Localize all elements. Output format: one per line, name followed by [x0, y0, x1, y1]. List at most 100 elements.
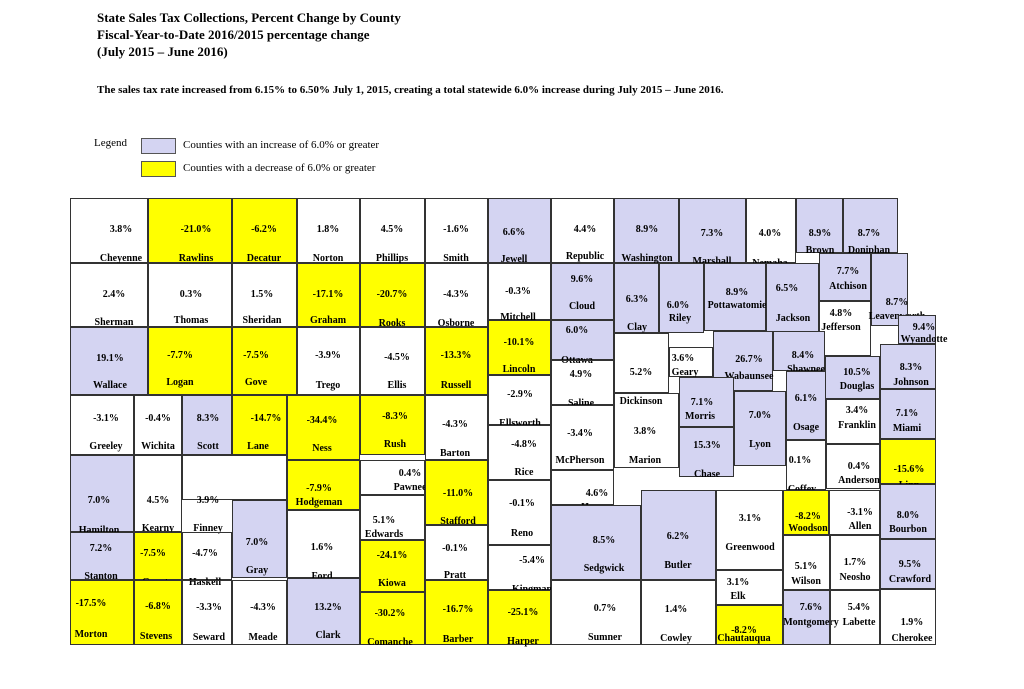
county-wallace — [70, 327, 148, 395]
county-pct-logan: -7.7% — [167, 350, 193, 361]
county-pct-labette: 5.4% — [847, 602, 871, 613]
county-pct-atchison: 7.7% — [836, 266, 860, 277]
county-name-greenwood: Greenwood — [725, 542, 775, 553]
county-pottawatomie — [704, 263, 766, 331]
county-name-thomas: Thomas — [173, 315, 209, 326]
county-pct-barton: -4.3% — [442, 419, 468, 430]
county-name-trego: Trego — [315, 380, 341, 391]
county-name-jewell: Jewell — [500, 254, 528, 265]
county-name-chase: Chase — [693, 469, 721, 480]
county-linn — [880, 439, 936, 484]
county-pct-decatur: -6.2% — [251, 224, 277, 235]
county-pct-elk: 3.1% — [726, 577, 750, 588]
county-pct-cherokee: 1.9% — [900, 617, 924, 628]
county-coffey — [786, 440, 826, 490]
county-phillips — [360, 198, 425, 263]
county-name-gove: Gove — [244, 377, 268, 388]
county-harper — [488, 590, 551, 645]
county-pct-russell: -13.3% — [440, 350, 472, 361]
county-pct-osborne: -4.3% — [443, 289, 469, 300]
county-name-morris: Morris — [685, 411, 715, 422]
county-name-johnson: Johnson — [893, 377, 929, 388]
county-pct-allen: -3.1% — [847, 507, 873, 518]
county-pct-riley: 6.0% — [666, 300, 690, 311]
county-wichita — [134, 395, 182, 455]
county-allen — [829, 490, 880, 535]
county-name-stafford: Stafford — [440, 516, 476, 527]
county-ellsworth — [488, 375, 551, 425]
county-mitchell — [488, 263, 551, 320]
county-name-elk: Elk — [730, 591, 746, 602]
county-nemaha — [746, 198, 796, 263]
county-name-wallace: Wallace — [93, 380, 127, 391]
county-pct-jewell: 6.6% — [502, 227, 526, 238]
county-pct-pratt: -0.1% — [442, 543, 468, 554]
county-name-republic: Republic — [565, 251, 605, 262]
county-pct-kiowa: -24.1% — [376, 550, 408, 561]
county-name-pawnee: Pawnee — [393, 482, 427, 493]
county-norton — [297, 198, 360, 263]
county-name-saline: Saline — [567, 398, 595, 409]
county-clark — [287, 578, 360, 645]
county-pct-ottawa: 6.0% — [565, 325, 589, 336]
county-pct-wabaunsee: 26.7% — [735, 354, 763, 365]
county-elk — [716, 570, 783, 605]
county-name-meade: Meade — [248, 632, 278, 643]
county-franklin — [826, 399, 880, 444]
county-pct-rooks: -20.7% — [376, 289, 408, 300]
county-stanton — [70, 532, 134, 580]
county-saline — [551, 360, 614, 405]
county-name-ellsworth: Ellsworth — [499, 418, 541, 429]
county-pct-jackson: 6.5% — [775, 283, 799, 294]
county-washington — [614, 198, 679, 263]
county-name-sedgwick: Sedgwick — [583, 563, 625, 574]
county-name-lane: Lane — [247, 441, 269, 452]
county-name-osborne: Osborne — [437, 318, 475, 329]
county-name-dickinson: Dickinson — [619, 396, 663, 407]
county-pct-brown: 8.9% — [808, 228, 832, 239]
county-cherokee — [880, 589, 936, 645]
county-harvey — [551, 470, 614, 505]
county-riley — [659, 263, 704, 333]
county-name-norton: Norton — [312, 253, 344, 264]
county-name-hodgeman: Hodgeman — [295, 497, 343, 508]
county-name-neosho: Neosho — [839, 572, 871, 583]
county-pct-grant: -7.5% — [140, 548, 166, 559]
county-name-kearny: Kearny — [141, 523, 175, 534]
county-name-leavenworth: Leavenworth — [868, 311, 926, 322]
county-pct-coffey: 0.1% — [788, 455, 812, 466]
county-pct-wilson: 5.1% — [794, 561, 818, 572]
county-name-jefferson: Jefferson — [821, 322, 861, 333]
county-name-stevens: Stevens — [139, 631, 173, 642]
county-hodgeman — [287, 460, 360, 510]
county-montgomery — [783, 590, 830, 645]
county-russell — [425, 327, 488, 395]
county-name-ellis: Ellis — [387, 380, 407, 391]
county-name-pottawatomie: Pottawatomie — [707, 300, 767, 311]
county-pct-marion: 3.8% — [633, 426, 657, 437]
county-name-rush: Rush — [383, 439, 407, 450]
county-pct-dickinson: 5.2% — [629, 367, 653, 378]
county-name-marshall: Marshall — [692, 256, 732, 267]
county-name-anderson: Anderson — [838, 475, 880, 486]
county-name-finney: Finney — [193, 523, 223, 534]
map-title: State Sales Tax Collections, Percent Cha… — [97, 10, 401, 25]
county-name-franklin: Franklin — [838, 420, 876, 431]
county-pct-chautauqua: -8.2% — [731, 625, 757, 636]
county-name-atchison: Atchison — [829, 281, 867, 292]
county-rooks — [360, 263, 425, 327]
county-sedgwick — [551, 505, 641, 580]
county-pct-osage: 6.1% — [794, 393, 818, 404]
county-name-doniphan: Doniphan — [847, 245, 891, 256]
legend-label: Legend — [94, 137, 127, 149]
county-pct-phillips: 4.5% — [380, 224, 404, 235]
county-name-kiowa: Kiowa — [378, 578, 406, 589]
county-sumner — [551, 580, 641, 645]
county-name-hamilton: Hamilton — [78, 525, 120, 536]
county-crawford — [880, 539, 936, 589]
county-name-jackson: Jackson — [775, 313, 811, 324]
county-miami — [880, 389, 936, 439]
county-name-harper: Harper — [507, 636, 539, 647]
county-pct-montgomery: 7.6% — [799, 602, 823, 613]
county-pct-washington: 8.9% — [635, 224, 659, 235]
